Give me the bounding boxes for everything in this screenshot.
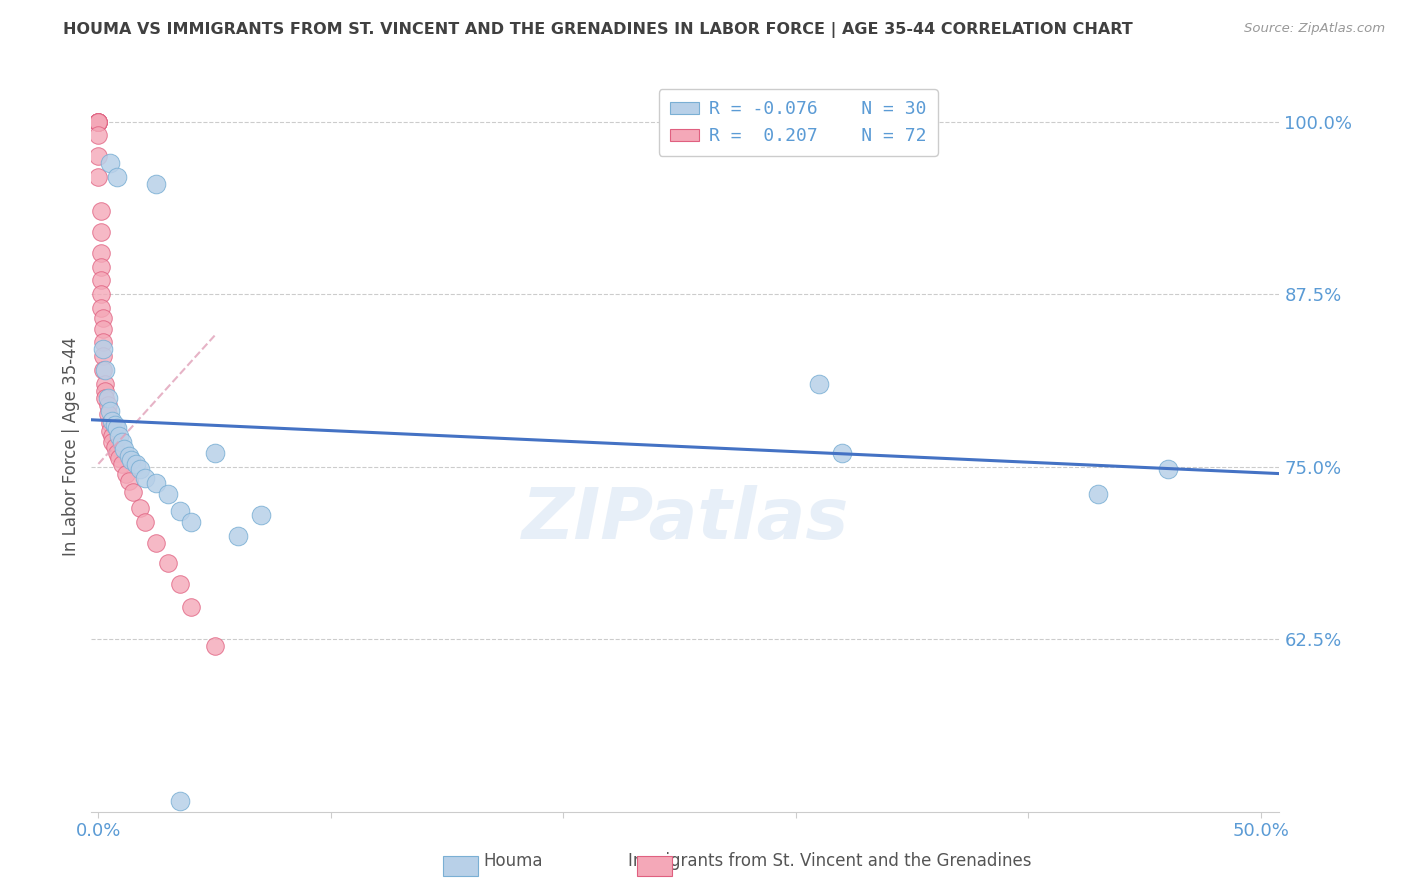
Point [134, 471, 156, 485]
Point [105, 421, 128, 435]
Point [110, 457, 132, 471]
Point [90, 260, 112, 274]
Point [94, 391, 117, 405]
Point [145, 476, 167, 491]
Point [87, 114, 110, 128]
Point [105, 169, 128, 184]
Point [91, 310, 114, 325]
Point [157, 487, 180, 501]
Point [101, 434, 124, 449]
Text: Immigrants from St. Vincent and the Grenadines: Immigrants from St. Vincent and the Gren… [628, 852, 1031, 870]
Point [97, 391, 120, 405]
Point [87, 114, 110, 128]
Point [808, 376, 831, 391]
Point [91, 343, 114, 357]
Point [97, 407, 120, 421]
Text: Houma: Houma [484, 852, 543, 870]
Point [101, 429, 124, 443]
Text: Source: ZipAtlas.com: Source: ZipAtlas.com [1244, 22, 1385, 36]
Point [101, 414, 124, 428]
Point [90, 225, 112, 239]
Point [250, 508, 273, 522]
Point [108, 451, 131, 466]
Point [169, 577, 191, 591]
Text: HOUMA VS IMMIGRANTS FROM ST. VINCENT AND THE GRENADINES IN LABOR FORCE | AGE 35-: HOUMA VS IMMIGRANTS FROM ST. VINCENT AND… [63, 22, 1133, 38]
Point [169, 504, 191, 518]
Point [90, 287, 112, 301]
Point [180, 515, 202, 529]
Point [134, 515, 156, 529]
Point [90, 245, 112, 260]
Point [120, 452, 142, 467]
Point [117, 474, 139, 488]
Point [180, 600, 202, 615]
Point [97, 398, 120, 412]
Point [91, 349, 114, 363]
Point [145, 177, 167, 191]
Point [94, 384, 117, 398]
Point [87, 169, 110, 184]
Point [129, 462, 152, 476]
Point [124, 457, 146, 471]
Point [87, 114, 110, 128]
Point [91, 363, 114, 377]
Point [90, 204, 112, 219]
Point [204, 639, 226, 653]
Point [226, 529, 249, 543]
Point [90, 301, 112, 315]
Point [98, 404, 121, 418]
Point [94, 363, 117, 377]
Point [831, 446, 853, 460]
Point [98, 424, 121, 438]
Point [87, 114, 110, 128]
Text: ZIPatlas: ZIPatlas [522, 484, 849, 554]
Point [90, 273, 112, 287]
Point [145, 535, 167, 549]
Point [157, 557, 180, 571]
Point [117, 449, 139, 463]
Point [87, 114, 110, 128]
Point [94, 376, 117, 391]
Point [129, 501, 152, 516]
Point [169, 794, 191, 808]
Point [204, 446, 226, 460]
Point [108, 429, 131, 443]
Point [104, 418, 127, 433]
Point [122, 484, 145, 499]
Point [91, 335, 114, 350]
Y-axis label: In Labor Force | Age 35-44: In Labor Force | Age 35-44 [62, 336, 80, 556]
Point [110, 434, 132, 449]
Point [87, 114, 110, 128]
Point [115, 467, 138, 481]
Point [1087, 487, 1109, 501]
Point [104, 441, 127, 455]
Point [1157, 462, 1180, 476]
Point [98, 416, 121, 430]
Point [98, 156, 121, 170]
Point [91, 321, 114, 335]
Point [87, 128, 110, 143]
Point [105, 446, 128, 460]
Legend: R = -0.076    N = 30, R =  0.207    N = 72: R = -0.076 N = 30, R = 0.207 N = 72 [659, 89, 938, 156]
Point [112, 442, 135, 456]
Point [87, 149, 110, 163]
